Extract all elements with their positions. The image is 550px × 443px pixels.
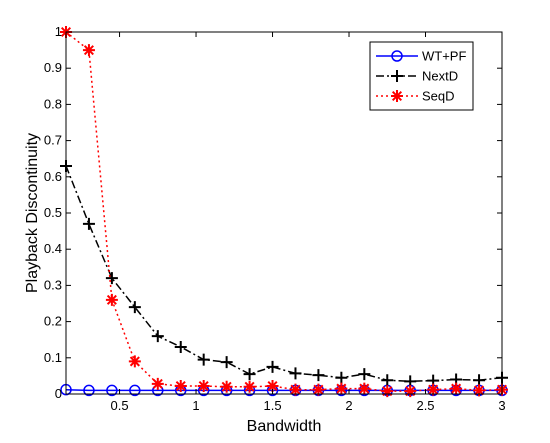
legend-marker-nextd — [391, 70, 403, 82]
x-tick-label: 3 — [498, 398, 505, 413]
y-tick-label: 0.5 — [44, 205, 62, 220]
data-point-nextd — [289, 367, 302, 380]
x-tick-label: 0.5 — [111, 398, 129, 413]
data-point-nextd — [335, 371, 348, 384]
y-axis-label: Playback Discontinuity — [24, 133, 41, 293]
x-tick-label: 2 — [345, 398, 352, 413]
x-tick-label: 1.5 — [263, 398, 281, 413]
data-point-wt-pf — [83, 384, 95, 397]
legend-marker-wt-pf — [391, 50, 403, 62]
series-layer — [60, 26, 508, 398]
data-point-seqd — [243, 380, 256, 393]
legend-label-nextd: NextD — [422, 69, 458, 84]
data-point-wt-pf — [129, 384, 141, 397]
series-line-nextd — [65, 165, 503, 383]
data-point-seqd — [105, 293, 118, 306]
data-point-seqd — [381, 385, 394, 398]
data-point-seqd — [151, 377, 164, 390]
legend-marker-seqd — [391, 90, 403, 102]
y-tick-label: 0.9 — [44, 60, 62, 75]
data-point-seqd — [427, 383, 440, 396]
y-tick-label: 0.2 — [44, 314, 62, 329]
data-point-nextd — [220, 356, 233, 369]
data-point-nextd — [105, 272, 118, 285]
data-point-seqd — [82, 44, 95, 57]
data-point-nextd — [151, 330, 164, 343]
data-point-nextd — [243, 368, 256, 381]
data-point-seqd — [266, 380, 279, 393]
y-tick-label: 0.1 — [44, 350, 62, 365]
series-nextd — [60, 159, 508, 388]
x-axis-label: Bandwidth — [247, 418, 322, 435]
data-point-seqd — [335, 382, 348, 395]
data-point-nextd — [174, 340, 187, 353]
data-point-nextd — [473, 374, 486, 387]
data-point-seqd — [128, 355, 141, 368]
data-point-wt-pf — [106, 384, 118, 397]
legend-item-wt-pf: WT+PF — [376, 49, 466, 64]
legend-label-wt-pf: WT+PF — [422, 49, 466, 64]
data-point-seqd — [404, 385, 417, 398]
data-point-nextd — [82, 217, 95, 230]
data-point-nextd — [312, 369, 325, 382]
data-point-nextd — [266, 360, 279, 373]
y-tick-label: 0 — [55, 386, 62, 401]
y-tick-label: 0.3 — [44, 277, 62, 292]
series-seqd — [60, 26, 508, 398]
data-point-seqd — [220, 380, 233, 393]
data-point-seqd — [197, 380, 210, 393]
data-point-nextd — [128, 301, 141, 314]
x-tick-label: 2.5 — [416, 398, 434, 413]
data-point-seqd — [450, 382, 463, 395]
data-point-seqd — [473, 384, 486, 397]
data-point-nextd — [381, 374, 394, 387]
y-tick-label: 0.4 — [44, 241, 62, 256]
data-point-seqd — [289, 383, 302, 396]
y-tick-label: 0.6 — [44, 169, 62, 184]
legend-item-seqd: SeqD — [376, 89, 455, 104]
legend-label-seqd: SeqD — [422, 89, 455, 104]
legend: WT+PF NextD SeqD — [369, 41, 474, 111]
legend-item-nextd: NextD — [376, 69, 458, 84]
y-tick-label: 1 — [55, 24, 62, 39]
x-tick-label: 1 — [192, 398, 199, 413]
data-point-nextd — [358, 368, 371, 381]
y-tick-label: 0.7 — [44, 133, 62, 148]
data-point-seqd — [174, 380, 187, 393]
y-tick-label: 0.8 — [44, 96, 62, 111]
data-point-seqd — [358, 382, 371, 395]
data-point-nextd — [197, 353, 210, 366]
data-point-seqd — [312, 383, 325, 396]
tick-layer: 0.5 1 1.5 2 2.5 3 0 0.1 0.2 0.3 0.4 0.5 0.6 0.7 0.8 0.9… — [44, 24, 506, 413]
